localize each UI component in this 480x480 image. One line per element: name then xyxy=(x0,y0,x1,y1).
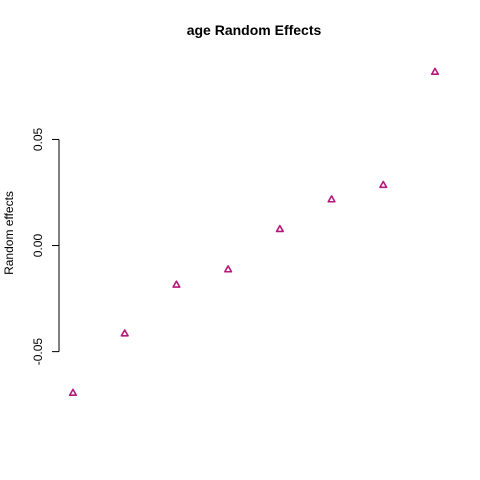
data-point xyxy=(224,265,233,273)
y-axis: -0.05 0.00 0.05 xyxy=(31,127,60,366)
y-tick-label: 0.05 xyxy=(31,127,45,151)
y-axis-label: Random effects xyxy=(2,191,16,275)
data-point xyxy=(379,180,388,189)
y-tick-label: -0.05 xyxy=(31,338,45,366)
data-point xyxy=(172,280,181,288)
data-point xyxy=(430,67,440,76)
y-tick-label: 0.00 xyxy=(31,234,45,258)
data-point xyxy=(327,195,336,203)
data-point xyxy=(68,388,78,397)
data-point xyxy=(275,224,284,233)
data-points xyxy=(68,67,440,397)
chart-title: age Random Effects xyxy=(187,22,322,38)
data-point xyxy=(120,329,129,337)
